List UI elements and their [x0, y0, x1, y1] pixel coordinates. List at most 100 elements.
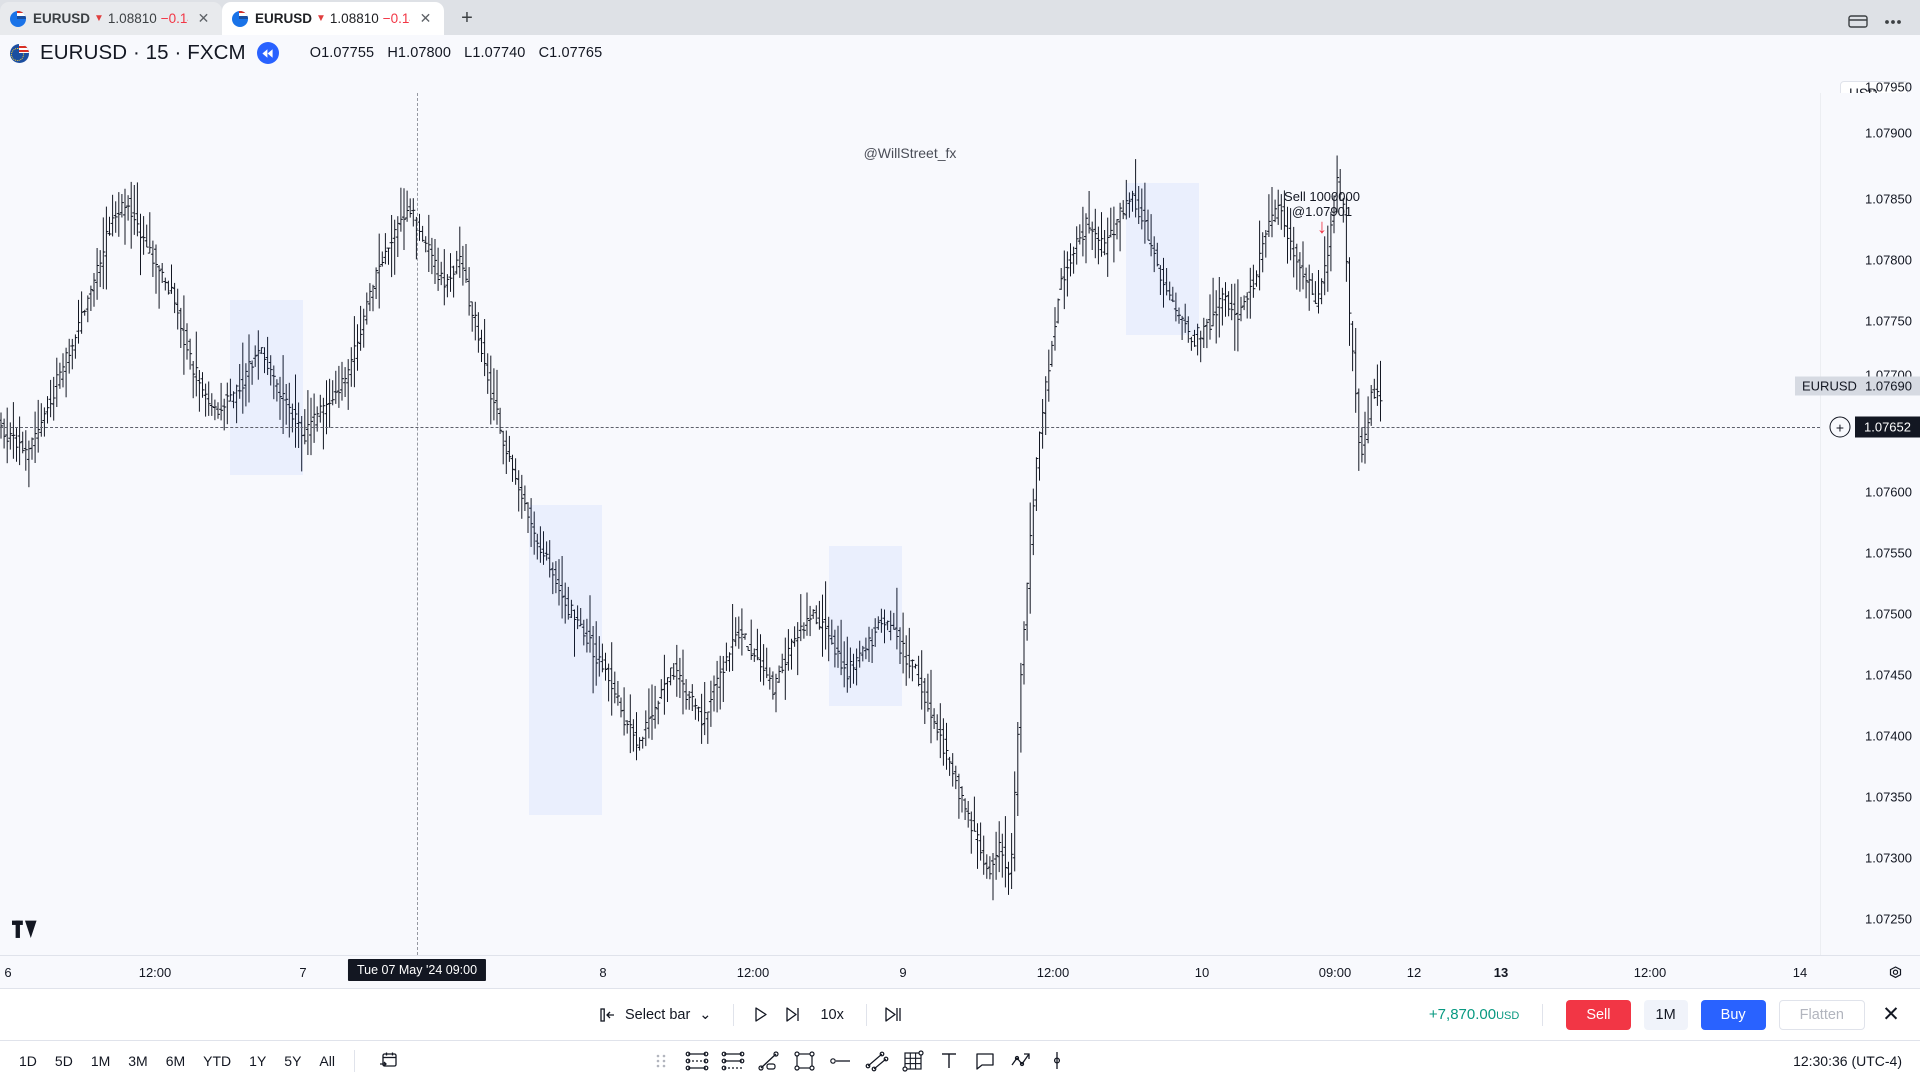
timeframe-5d[interactable]: 5D [54, 1052, 73, 1069]
browser-tab-2[interactable]: EURUSD ▼ 1.08810 −0.14% ✕ [222, 2, 444, 35]
time-tick: 09:00 [1318, 965, 1352, 980]
measure-icon[interactable] [1041, 1046, 1073, 1076]
browser-tab-strip: EURUSD ▼ 1.08810 −0.14% ✕ EURUSD ▼ 1.088… [0, 0, 1920, 35]
divider [353, 1049, 355, 1072]
tab-close-icon[interactable]: ✕ [197, 10, 210, 26]
tab-title: EURUSD ▼ 1.08810 −0.14% [255, 11, 410, 26]
bottom-toolbar: 1D 5D 1M 3M 6M YTD 1Y 5Y All [0, 1040, 1920, 1080]
date-range-icon[interactable] [379, 1051, 398, 1070]
tab-price: 1.08810 [107, 11, 157, 26]
rectangle-icon[interactable] [789, 1046, 821, 1076]
time-tick: 6 [4, 965, 12, 980]
parallel-channel-icon[interactable] [717, 1046, 749, 1076]
price-tick: 1.07450 [1865, 667, 1912, 683]
trend-line-icon[interactable] [753, 1046, 785, 1076]
axis-settings-icon[interactable] [1887, 964, 1904, 981]
close-trade-panel-icon[interactable]: ✕ [1882, 1003, 1900, 1026]
price-axis[interactable]: 1.07950 1.07900 1.07850 1.07800 1.07750 … [1820, 80, 1920, 988]
chart-canvas[interactable]: @WillStreet_fx 10/5/2024 EURUSD | 15M Se… [0, 93, 1820, 955]
flatten-button[interactable]: Flatten [1778, 999, 1865, 1030]
restore-window-icon[interactable] [1848, 15, 1868, 28]
divider [733, 1003, 735, 1026]
price-tick: 1.07350 [1865, 789, 1912, 805]
quantity-button[interactable]: 1M [1643, 999, 1688, 1030]
text-icon[interactable] [933, 1046, 965, 1076]
time-tick: 13 [1493, 965, 1509, 980]
play-icon[interactable] [744, 1000, 776, 1030]
zigzag-arrow-icon[interactable] [1005, 1046, 1037, 1076]
step-forward-icon[interactable] [776, 1000, 808, 1030]
tab-symbol: EURUSD [33, 11, 91, 26]
price-tick: 1.07800 [1865, 252, 1912, 268]
timeframe-all[interactable]: All [319, 1052, 335, 1069]
price-tick: 1.07900 [1865, 125, 1912, 141]
eurusd-flag-icon [10, 43, 29, 63]
symbol-title[interactable]: EURUSD · 15 · FXCM [40, 41, 246, 64]
chart-header: EURUSD · 15 · FXCM O1.07755 H1.07800 L1.… [0, 35, 1920, 129]
divider [1542, 1003, 1544, 1026]
select-bar-icon [600, 1007, 616, 1022]
timeframe-5y[interactable]: 5Y [284, 1052, 302, 1069]
ohlc-readout: O1.07755 H1.07800 L1.07740 C1.07765 [310, 45, 612, 61]
horizontal-line-icon[interactable] [825, 1046, 857, 1076]
timeframe-1d[interactable]: 1D [19, 1052, 37, 1069]
tab-down-arrow-icon: ▼ [316, 13, 326, 24]
highlight-zone [529, 505, 602, 815]
select-bar-label: Select bar [625, 1006, 691, 1023]
fib-retracement-icon[interactable] [861, 1046, 893, 1076]
time-tick: 12:00 [1036, 965, 1070, 980]
last-price-symbol-tag: EURUSD [1795, 376, 1864, 396]
time-tick: 8 [599, 965, 607, 980]
divider [865, 1003, 867, 1026]
price-tick: 1.07400 [1865, 728, 1912, 744]
crosshair-price-tag: 1.07652 [1855, 416, 1920, 438]
timeframe-1y[interactable]: 1Y [249, 1052, 267, 1069]
timeframe-6m[interactable]: 6M [165, 1052, 186, 1069]
menu-dots-icon[interactable] [1884, 19, 1902, 25]
crosshair-horizontal [0, 427, 1820, 428]
callout-icon[interactable] [969, 1046, 1001, 1076]
browser-tab-1[interactable]: EURUSD ▼ 1.08810 −0.14% ✕ [0, 2, 222, 35]
price-tick: 1.07550 [1865, 545, 1912, 561]
highlight-zone [1126, 183, 1199, 335]
clock-display: 12:30:36 (UTC-4) [1793, 1052, 1902, 1069]
timeframe-1m[interactable]: 1M [90, 1052, 111, 1069]
buy-button[interactable]: Buy [1700, 999, 1766, 1030]
timeframe-3m[interactable]: 3M [128, 1052, 148, 1069]
replay-trade-bar: Select bar ⌄ 10x +7,870.00USD Sell 1M B [0, 988, 1920, 1040]
ohlc-close: C1.07765 [538, 45, 603, 61]
crosshair-price-handle[interactable]: + [1829, 416, 1851, 438]
trend-line-group-icon[interactable] [681, 1046, 713, 1076]
eurusd-favicon [10, 10, 26, 27]
order-arrow-icon: ↓ [1317, 216, 1327, 238]
new-tab-button[interactable]: + [461, 6, 473, 29]
sell-button[interactable]: Sell [1566, 999, 1631, 1030]
price-tick: 1.07600 [1865, 484, 1912, 500]
ohlc-high: H1.07800 [387, 45, 452, 61]
time-tick: 12 [1406, 965, 1422, 980]
time-axis[interactable]: 6 12:00 7 8 12:00 9 12:00 10 09:00 12 13… [0, 955, 1920, 988]
time-tick: 10 [1194, 965, 1210, 980]
order-price: @1.07901 [1291, 204, 1353, 219]
pnl-currency: USD [1496, 1010, 1520, 1022]
order-marker-label: Sell 1000000 @1.07901 [1284, 189, 1360, 219]
crosshair-time-tooltip: Tue 07 May '24 09:00 [347, 959, 487, 981]
timeframe-ytd[interactable]: YTD [203, 1052, 232, 1069]
tab-change: −0.14% [382, 11, 410, 26]
eurusd-favicon [232, 10, 248, 27]
time-tick: 12:00 [736, 965, 770, 980]
time-tick: 12:00 [1633, 965, 1667, 980]
time-tick: 12:00 [138, 965, 172, 980]
replay-controls: Select bar ⌄ 10x [588, 989, 909, 1041]
select-bar-button[interactable]: Select bar ⌄ [588, 1000, 723, 1030]
last-price-value: 1.07690 [1865, 378, 1912, 394]
tab-close-icon[interactable]: ✕ [419, 10, 432, 26]
table-icon[interactable] [897, 1046, 929, 1076]
drag-handle-icon[interactable] [645, 1046, 677, 1076]
user-watermark: @WillStreet_fx [863, 145, 957, 161]
rewind-icon[interactable] [256, 42, 279, 64]
highlight-zone [230, 300, 303, 475]
jump-to-end-icon[interactable] [877, 1000, 909, 1030]
candlestick-series [0, 155, 1383, 901]
replay-speed[interactable]: 10x [820, 1006, 844, 1023]
